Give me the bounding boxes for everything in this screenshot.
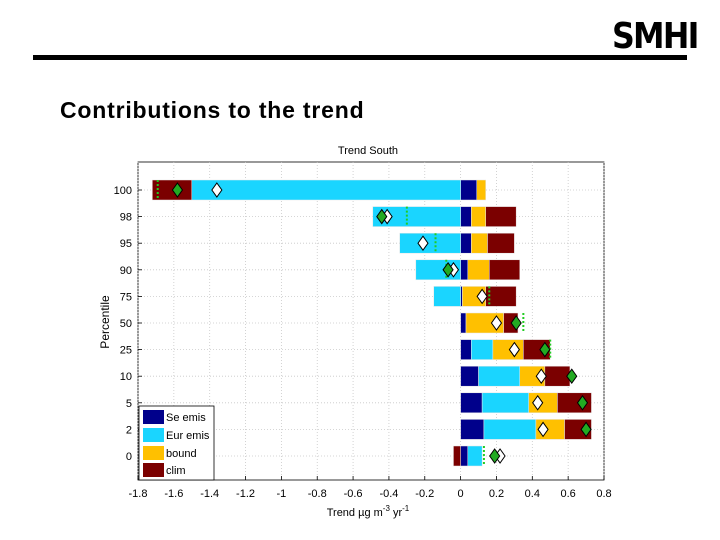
axis-ticks: -1.8 -1.6 -1.4 -1.2 -1 -0.8 -0.6 -0.4 -0.2 0 0.2 0.… (114, 185, 612, 500)
x-axis-label: Trend µg m-3 yr-1 (327, 504, 410, 519)
x-tick-label: -1 (276, 488, 286, 500)
y-tick-label: 95 (120, 238, 132, 250)
bar-se-emis (460, 232, 472, 254)
bar-se-emis (460, 179, 477, 201)
x-tick-label: 0 (458, 488, 464, 500)
x-axis-label-sup1: -3 (383, 504, 391, 513)
x-tick-label: -0.4 (379, 488, 398, 500)
bar-clim (453, 445, 461, 467)
white-diamond-marker (537, 421, 549, 438)
x-tick-label: -1.2 (236, 488, 255, 500)
bar-se-emis (460, 419, 485, 440)
legend-swatch-se-emis (143, 410, 164, 424)
legend-label-bound: bound (166, 448, 197, 460)
x-tick-label: -1.8 (129, 488, 148, 500)
bar-bound (471, 206, 486, 227)
green-diamond-marker (566, 368, 578, 385)
bar-eur-emis (399, 232, 461, 254)
bar-eur-emis (483, 419, 537, 440)
legend-label-clim: clim (166, 465, 186, 477)
bar-clim (487, 232, 515, 254)
y-axis-label: Percentile (98, 295, 112, 349)
x-tick-label: -0.6 (344, 488, 363, 500)
slide-title: Contributions to the trend (60, 97, 365, 123)
x-tick-label: -1.4 (200, 488, 219, 500)
green-diamond-marker (171, 182, 184, 198)
x-tick-label: 0.6 (561, 488, 576, 500)
y-tick-label: 5 (126, 398, 132, 410)
legend-swatch-clim (143, 463, 164, 477)
white-diamond-marker (532, 394, 544, 411)
x-tick-label: 0.2 (489, 488, 504, 500)
y-tick-label: 50 (120, 318, 132, 330)
legend-swatch-bound (143, 446, 164, 460)
bar-eur-emis (433, 286, 461, 307)
x-tick-label: 0.8 (596, 488, 611, 500)
bar-se-emis (460, 392, 483, 414)
bar-eur-emis (467, 445, 483, 467)
bar-se-emis (460, 206, 472, 227)
smhi-logo: SMHI (612, 16, 699, 57)
bar-bound (476, 179, 486, 201)
x-axis-label-main: Trend µg m (327, 507, 383, 519)
chart-title: Trend South (338, 145, 398, 157)
white-diamond-marker (417, 235, 429, 252)
x-tick-label: -1.6 (164, 488, 183, 500)
y-tick-label: 98 (120, 212, 132, 224)
bar-se-emis (460, 259, 469, 281)
bar-clim (489, 259, 521, 281)
x-tick-label: -0.2 (415, 488, 434, 500)
y-tick-label: 100 (114, 185, 132, 197)
bar-bound (467, 259, 490, 281)
bar-bound (471, 232, 488, 254)
x-axis-label-mid: yr (390, 507, 403, 519)
green-diamond-marker (442, 261, 454, 278)
bar-se-emis (460, 365, 479, 387)
bar-eur-emis (372, 206, 461, 227)
white-diamond-marker (476, 288, 488, 305)
markers-layer (156, 180, 592, 466)
x-axis-label-sup2: -1 (402, 504, 410, 513)
y-tick-label: 2 (126, 424, 132, 436)
green-diamond-marker (510, 315, 522, 331)
white-diamond-marker (535, 368, 547, 385)
white-diamond-marker (211, 182, 223, 198)
bar-eur-emis (191, 179, 461, 201)
bar-clim (485, 206, 517, 227)
green-diamond-marker (376, 208, 388, 225)
x-tick-label: -0.8 (308, 488, 327, 500)
white-diamond-marker (508, 341, 520, 358)
legend-swatch-eur-emis (143, 428, 164, 442)
legend: Se emis Eur emis bound clim (138, 405, 215, 481)
white-diamond-marker (490, 315, 503, 331)
legend-label-eur-emis: Eur emis (166, 430, 210, 442)
y-tick-label: 10 (120, 371, 132, 383)
green-diamond-marker (489, 448, 501, 464)
green-diamond-marker (580, 421, 592, 438)
green-diamond-marker (576, 394, 589, 411)
y-tick-label: 25 (120, 345, 132, 357)
bar-se-emis (460, 445, 469, 467)
header-rule (33, 55, 687, 60)
y-tick-label: 75 (120, 291, 132, 303)
bar-se-emis (460, 286, 463, 307)
bar-se-emis (460, 339, 472, 360)
legend-label-se-emis: Se emis (166, 412, 206, 424)
bar-eur-emis (471, 339, 494, 360)
green-diamond-marker (539, 341, 551, 358)
x-tick-label: 0.4 (525, 488, 540, 500)
bar-se-emis (460, 312, 467, 334)
bar-eur-emis (478, 365, 521, 387)
y-tick-label: 0 (126, 451, 132, 463)
bar-eur-emis (481, 392, 529, 414)
y-tick-label: 90 (120, 265, 132, 277)
